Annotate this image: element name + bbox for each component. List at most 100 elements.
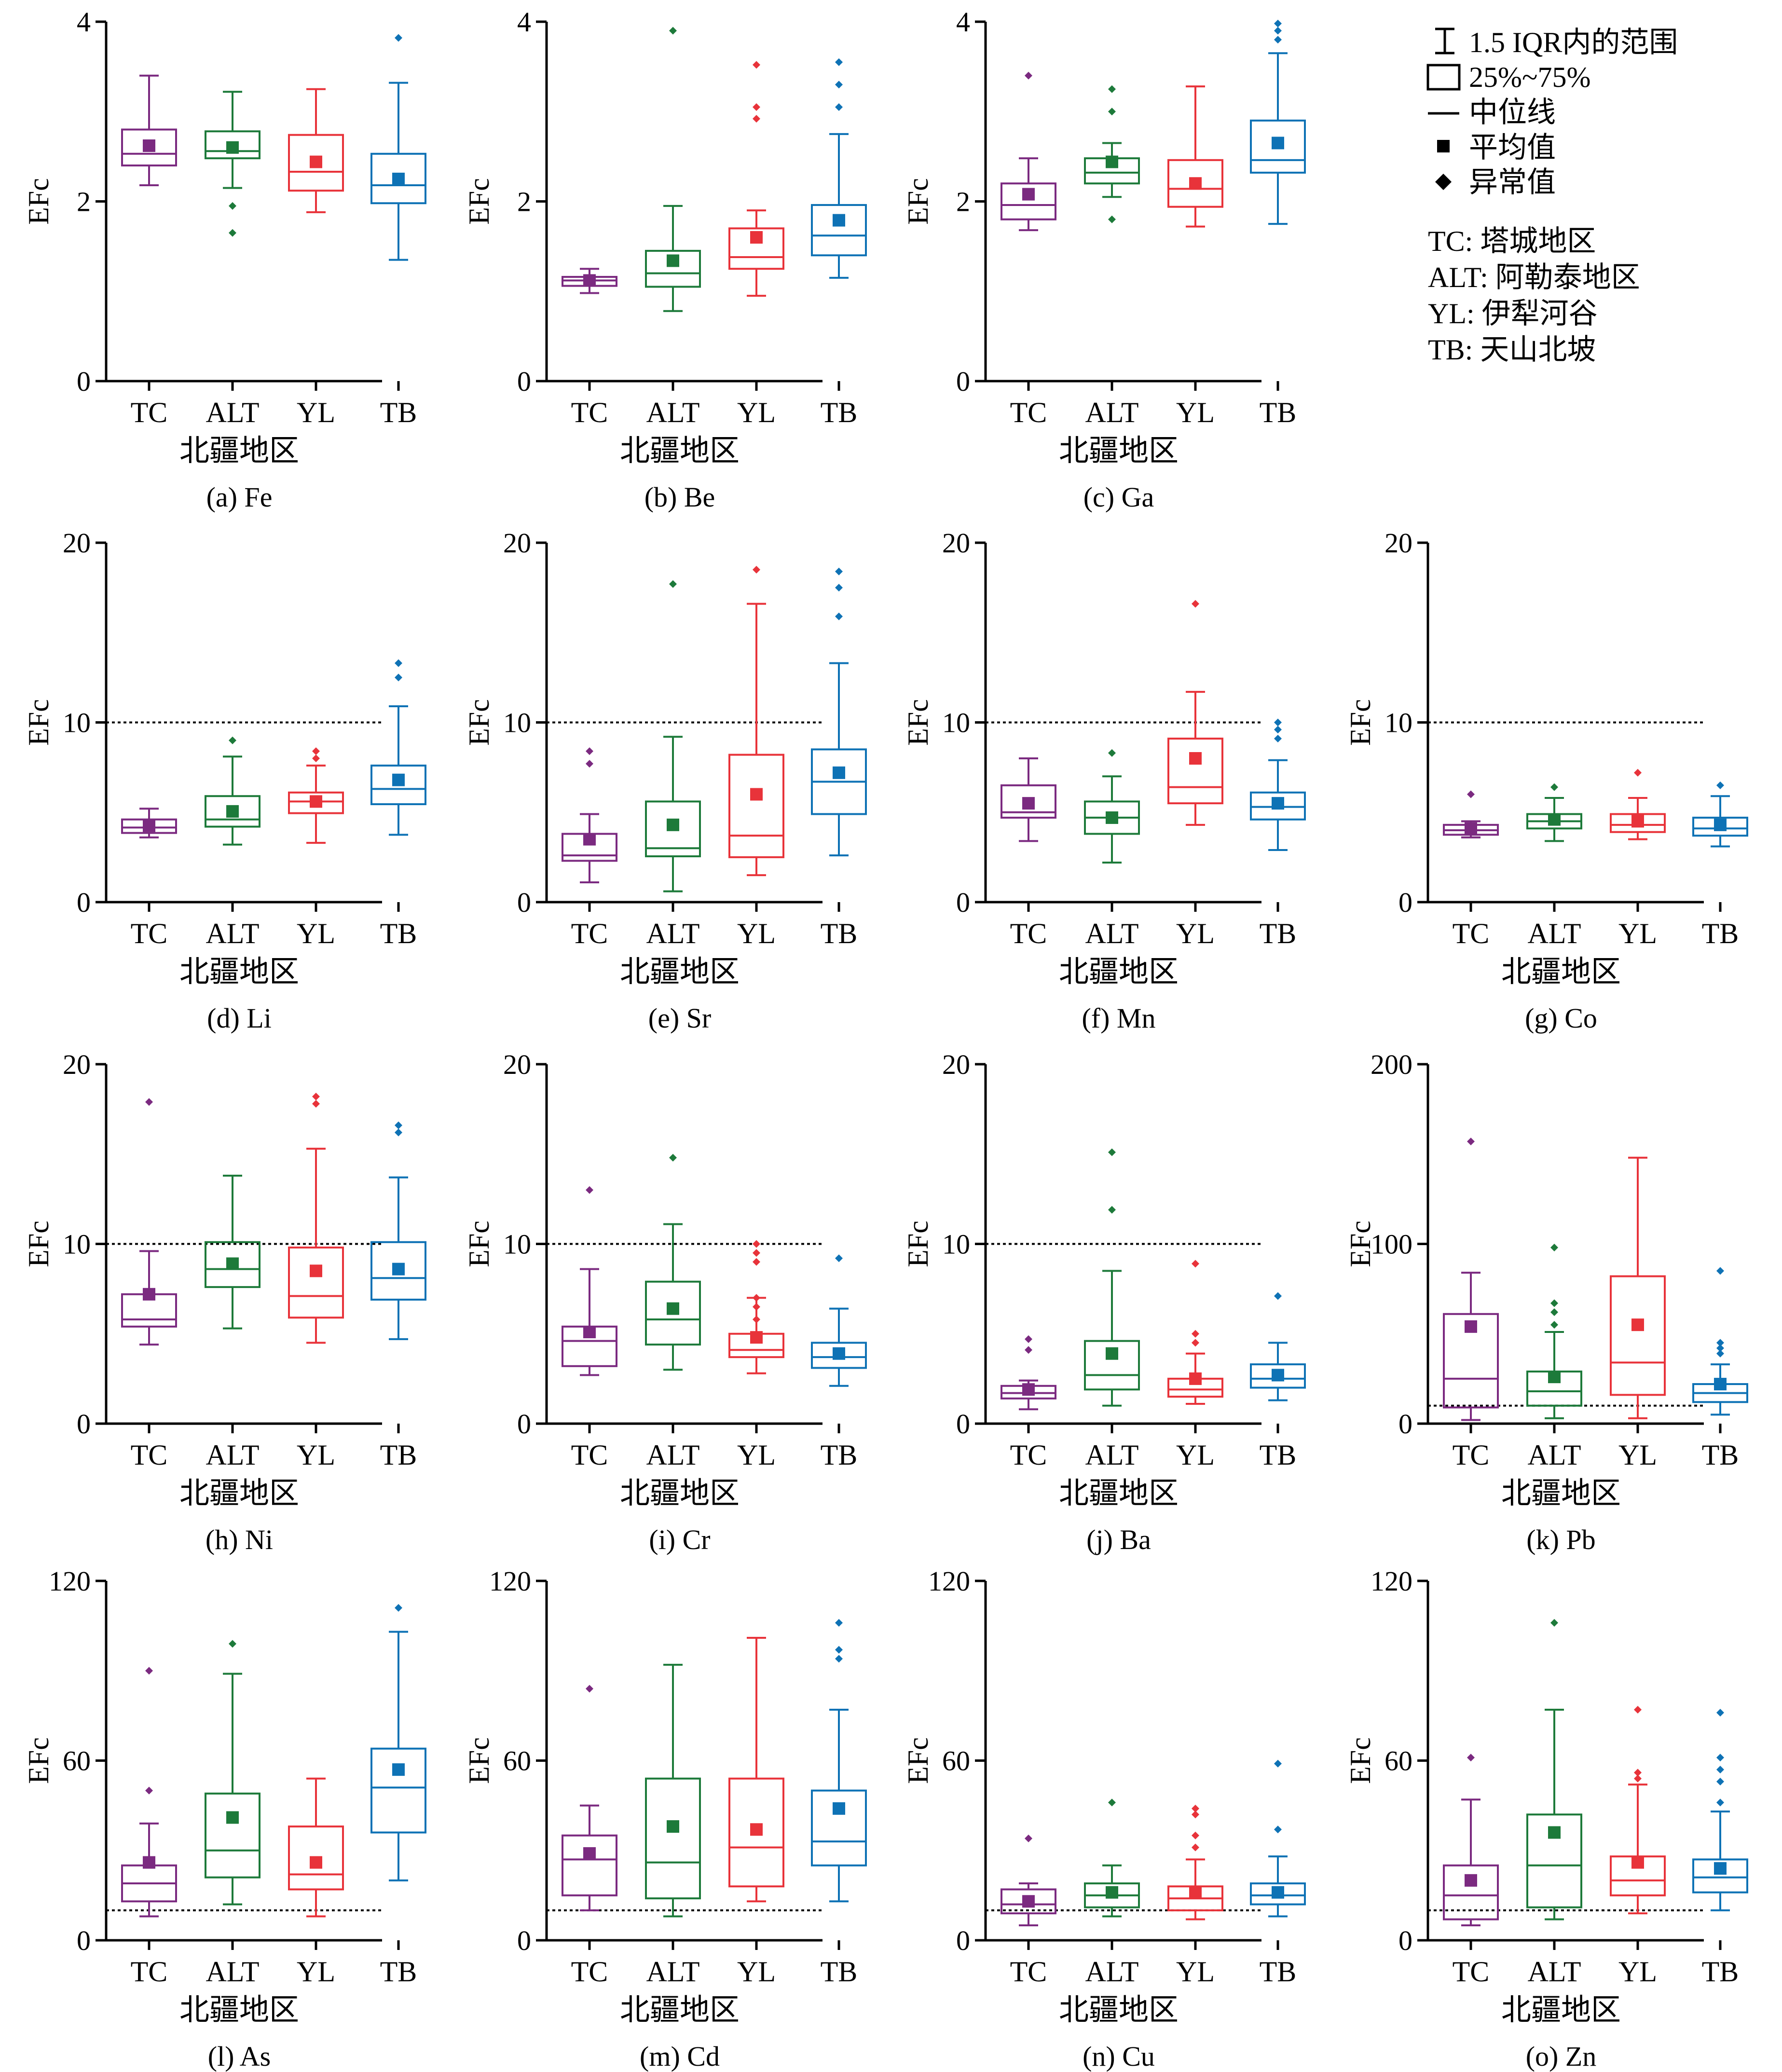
y-axis-label: EFc: [902, 1737, 934, 1784]
outlier-marker: [1274, 27, 1282, 35]
mean-marker: [750, 231, 763, 244]
outlier-marker: [835, 584, 843, 592]
outlier-marker: [1108, 108, 1116, 116]
outlier-marker: [835, 103, 843, 111]
x-tick-label: YL: [737, 918, 776, 949]
outlier-marker: [395, 1128, 402, 1137]
iqr-box: [205, 130, 260, 160]
y-tick-label: 0: [956, 1408, 970, 1440]
mean-marker: [1106, 811, 1118, 824]
box-tc: TC: [1443, 790, 1499, 949]
box-yl: YL: [728, 1240, 784, 1471]
outlier-marker: [1192, 1260, 1199, 1268]
panel-bbe: 0 2 4 EFc TC ALT YL TB 北疆地区 (b) Be: [463, 6, 867, 513]
x-tick-label: TB: [1260, 1439, 1297, 1471]
box-yl: YL: [728, 61, 784, 428]
y-tick-label: 10: [503, 707, 531, 739]
outlier-marker: [753, 1294, 760, 1302]
x-tick-label: YL: [1618, 1439, 1657, 1471]
panel-caption: (a) Fe: [206, 481, 273, 513]
x-tick-label: ALT: [1527, 1439, 1581, 1471]
mean-marker: [392, 172, 405, 185]
outlier-marker: [1716, 1339, 1724, 1347]
x-tick-label: TC: [1453, 918, 1490, 949]
mean-marker: [392, 1763, 405, 1776]
outlier-marker: [1192, 1843, 1199, 1852]
iqr-box: [205, 795, 260, 828]
box-alt: ALT: [1526, 1243, 1582, 1471]
outlier-marker: [753, 1258, 760, 1266]
y-tick-label: 0: [77, 366, 91, 397]
outlier-marker: [1025, 1335, 1032, 1343]
y-tick-label: 0: [956, 366, 970, 397]
y-tick-label: 10: [942, 707, 970, 739]
box-tb: TB: [1692, 1267, 1748, 1471]
y-axis-label: EFc: [902, 178, 934, 225]
y-tick-label: 60: [63, 1745, 91, 1777]
box-tb: TB: [1250, 19, 1306, 428]
iqr-box: [811, 1789, 867, 1866]
mean-marker: [392, 1262, 405, 1276]
x-tick-label: TC: [571, 397, 608, 428]
iqr-box: [811, 204, 867, 257]
panel-afe: 0 2 4 EFc TC ALT YL TB 北疆地区 (a) Fe: [23, 6, 426, 513]
x-tick-label: TB: [1260, 918, 1297, 949]
iqr-box: [728, 227, 784, 270]
outlier-marker: [1192, 1831, 1199, 1839]
panel-caption: (j) Ba: [1086, 1524, 1151, 1555]
y-axis-label: EFc: [902, 699, 934, 746]
x-tick-label: YL: [1618, 1956, 1657, 1988]
box-alt: ALT: [1084, 1798, 1140, 1988]
panel-caption: (m) Cd: [640, 2041, 720, 2072]
mean-marker: [750, 1331, 763, 1344]
outlier-marker: [1550, 1308, 1558, 1317]
y-tick-label: 20: [942, 1049, 970, 1080]
x-tick-label: YL: [737, 1956, 776, 1988]
outlier-marker: [1108, 1798, 1116, 1807]
panel-caption: (k) Pb: [1526, 1524, 1595, 1555]
mean-marker: [1548, 1826, 1561, 1839]
mean-marker: [226, 1811, 239, 1824]
x-axis-label: 北疆地区: [620, 956, 740, 988]
y-axis-label: EFc: [23, 1221, 55, 1267]
iqr-box: [370, 152, 426, 205]
outlier-marker: [1274, 726, 1282, 734]
y-tick-label: 0: [1398, 1408, 1412, 1440]
x-tick-label: TB: [1702, 918, 1739, 949]
outlier-marker: [1716, 1349, 1724, 1358]
x-tick-label: TC: [131, 918, 168, 949]
x-tick-label: TB: [821, 397, 858, 428]
panel-esr: 0 10 20 EFc TC ALT YL TB 北疆地区 (e) Sr: [463, 527, 867, 1034]
x-tick-label: TB: [1702, 1956, 1739, 1988]
x-axis-label: 北疆地区: [1501, 1994, 1621, 2027]
outlier-marker: [835, 567, 843, 576]
y-tick-label: 4: [517, 6, 531, 38]
outlier-marker: [229, 202, 236, 210]
outlier-marker: [229, 229, 236, 237]
x-tick-label: TC: [131, 1956, 168, 1988]
iqr-box: [728, 754, 784, 858]
mean-marker: [1189, 752, 1202, 765]
box-yl: YL: [288, 88, 344, 428]
y-tick-label: 0: [517, 1408, 531, 1440]
outlier-marker: [1274, 1759, 1282, 1768]
mean-marker: [1106, 1347, 1118, 1360]
box-alt: ALT: [1526, 783, 1582, 949]
x-tick-label: TC: [1010, 1439, 1047, 1471]
box-yl: YL: [288, 1093, 344, 1471]
outlier-marker: [1025, 1834, 1032, 1842]
box-alt: ALT: [1084, 1148, 1140, 1471]
outlier-marker: [1274, 1292, 1282, 1300]
y-tick-label: 0: [517, 1925, 531, 1956]
outlier-marker: [1716, 1344, 1724, 1352]
y-tick-label: 10: [1384, 707, 1412, 739]
mean-marker: [1465, 822, 1477, 835]
x-tick-label: TB: [1702, 1439, 1739, 1471]
outlier-marker: [835, 612, 843, 620]
outlier-marker: [312, 755, 320, 762]
mean-marker: [750, 1823, 763, 1836]
outlier-marker: [1716, 1798, 1724, 1807]
legend-outlier-label: 异常值: [1469, 166, 1556, 198]
iqr-box: [370, 764, 426, 805]
